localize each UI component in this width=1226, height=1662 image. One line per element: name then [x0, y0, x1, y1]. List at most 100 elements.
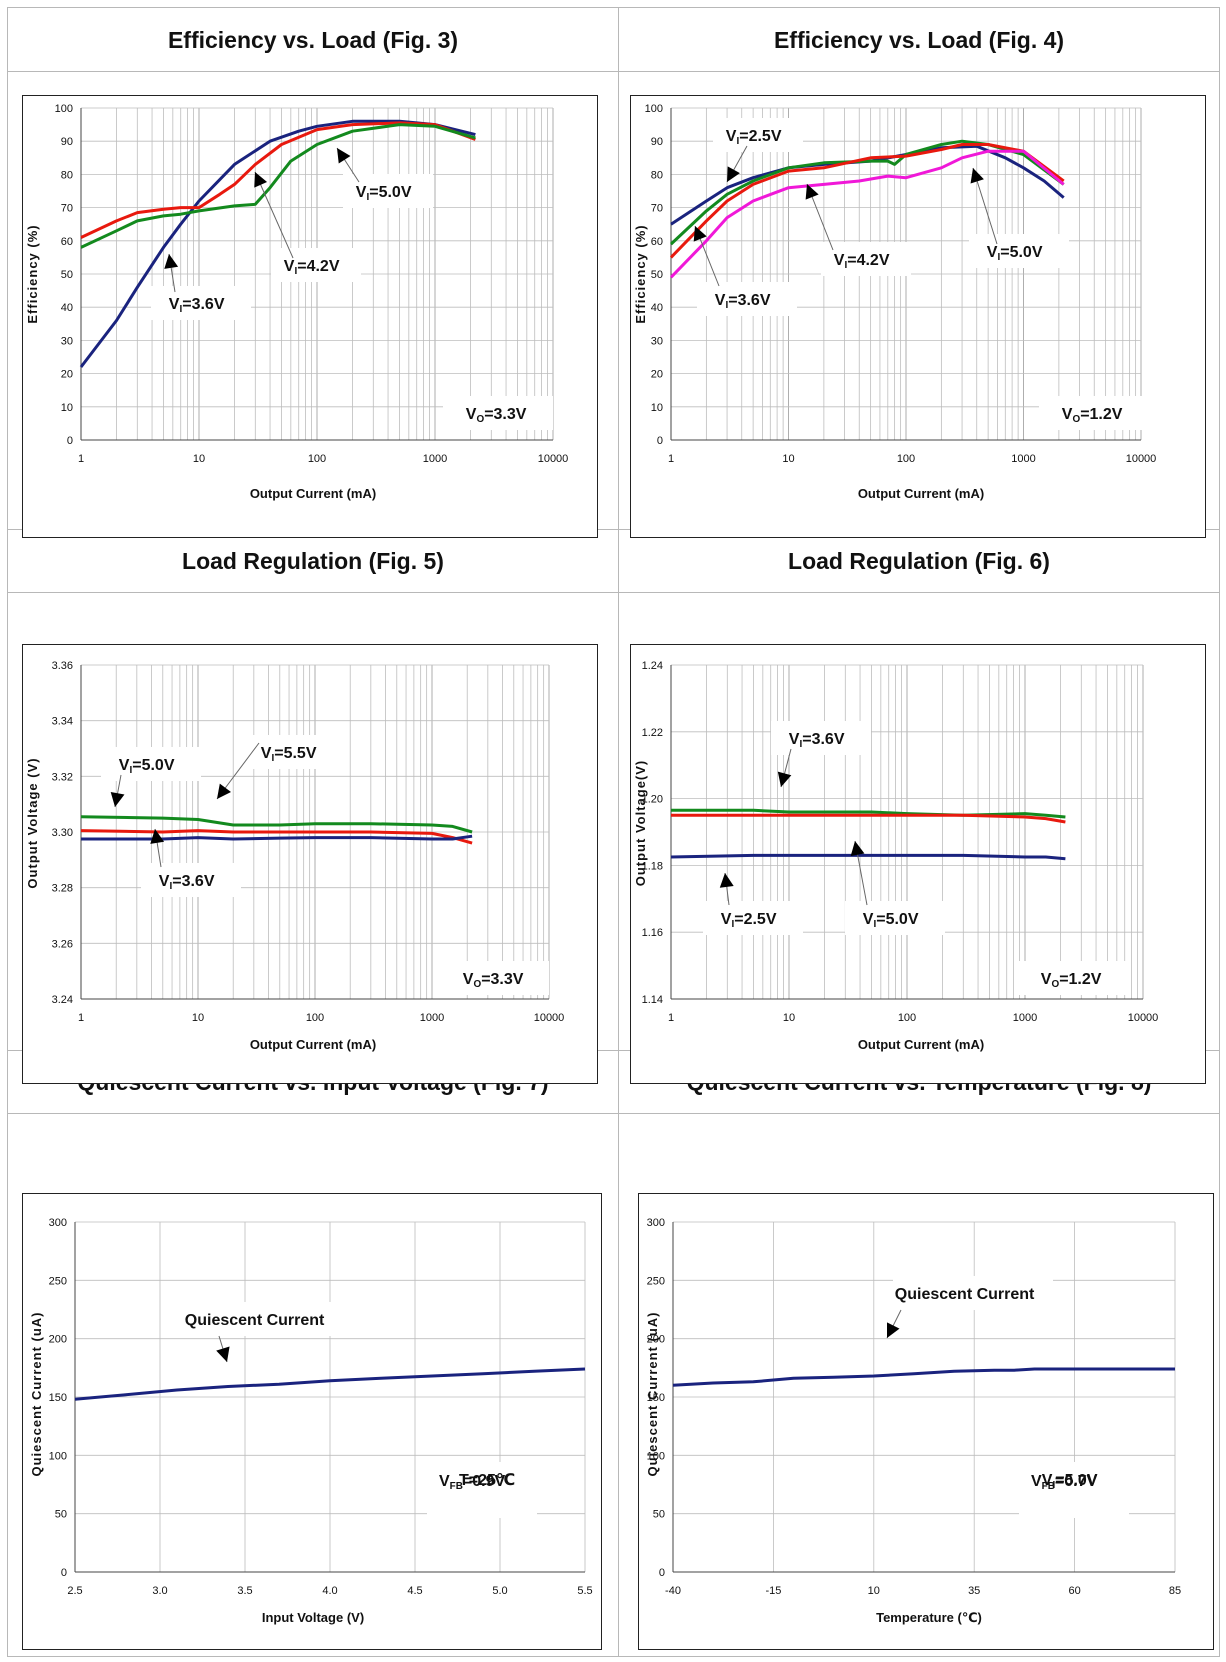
y-tick-label: 1.20: [642, 794, 663, 806]
annotation-arrowhead: [216, 1346, 230, 1362]
x-tick-label: 1: [78, 1012, 84, 1024]
annotation-arrowhead: [970, 168, 984, 184]
annotation-label: VI=2.5V: [726, 128, 782, 147]
y-tick-label: 70: [651, 203, 663, 215]
load-regulation-chart-fig5: 3.24 3.26 3.28 3.30 3.32 3.34 3.36 1 10 100 1000 10…: [25, 660, 565, 1052]
y-tick-label: 80: [61, 169, 73, 181]
annotation-box: [151, 286, 251, 320]
x-tick-label: 1000: [423, 453, 447, 465]
figure-title-5: Load Regulation (Fig. 5): [182, 547, 444, 574]
y-tick-label: 300: [647, 1217, 665, 1229]
y-tick-label: 40: [61, 302, 73, 314]
y-tick-label: 150: [647, 1392, 665, 1404]
x-tick-label: 4.5: [407, 1585, 422, 1597]
chart-panel-fig6: 1.14 1.16 1.18 1.20 1.22 1.24 1 10 100 1000 10000 O…: [630, 644, 1206, 1084]
y-tick-label: 1.14: [642, 994, 663, 1006]
annotation-box: [1019, 1462, 1129, 1518]
y-axis-label: Output Voltage (V): [25, 757, 40, 888]
chart-panel-fig7: 0 50 100 150 200 250 300 2.5 3.0 3.5 4.0 4.5 5.0 5.5 I…: [22, 1193, 602, 1650]
chart-panel-fig3: 0 10 20 30 40 50 60 70 80 90 100 1 10 100 1000 10000 Out…: [22, 95, 598, 538]
row-divider: [8, 71, 1219, 72]
x-tick-label: 1: [668, 1012, 674, 1024]
y-tick-label: 1.22: [642, 727, 663, 739]
annotation-arrow-line: [254, 171, 294, 259]
annotation-label: VI=5.0V: [863, 911, 919, 930]
annotation-arrowhead: [777, 771, 792, 787]
y-tick-label: 10: [651, 402, 663, 414]
chart-grid: [74, 1221, 586, 1573]
annotation-arrowhead: [887, 1322, 900, 1338]
y-tick-label: 3.30: [52, 827, 73, 839]
y-tick-label: 50: [55, 1509, 67, 1521]
y-axis-label: Efficiency (%): [633, 224, 648, 323]
x-tick-label: 100: [898, 1012, 916, 1024]
x-tick-label: 10000: [1126, 453, 1157, 465]
annotation-box: [697, 282, 797, 316]
annotation-arrowhead: [150, 829, 165, 844]
annotation-box: [703, 901, 803, 935]
y-tick-label: 300: [49, 1217, 67, 1229]
x-tick-label: 5.5: [577, 1585, 592, 1597]
figure-grid: [7, 7, 1220, 1657]
annotation-box: [969, 234, 1069, 268]
series-line-vi-3-6v: [671, 808, 1066, 819]
y-tick-label: 3.32: [52, 771, 73, 783]
x-tick-label: 10000: [538, 453, 569, 465]
x-tick-label: 10: [868, 1585, 880, 1597]
x-tick-label: 100: [897, 453, 915, 465]
y-tick-label: 1.18: [642, 860, 663, 872]
y-tick-label: 0: [657, 435, 663, 447]
chart-panel-fig4: 0 10 20 30 40 50 60 70 80 90 100 1 10 100 1000 10000 Out…: [630, 95, 1206, 538]
x-tick-label: 1: [78, 453, 84, 465]
x-tick-label: 60: [1068, 1585, 1080, 1597]
row-divider: [8, 1050, 1219, 1051]
x-axis-label: Output Current (mA): [858, 1037, 984, 1052]
series-line-quiescent-current: [74, 1367, 586, 1401]
annotation-box: [427, 1462, 537, 1518]
y-tick-label: 20: [651, 369, 663, 381]
annotation-arrowhead: [805, 184, 819, 200]
x-tick-label: 35: [968, 1585, 980, 1597]
y-tick-label: 100: [49, 1450, 67, 1462]
x-tick-label: 1000: [420, 1012, 444, 1024]
annotation-label: T=25℃: [459, 1472, 515, 1489]
annotation-label: VO=3.3V: [466, 406, 527, 425]
annotation-label: VI=5.0V: [356, 184, 412, 203]
series-line-vi-4-2v: [80, 121, 476, 239]
annotation-arrowhead: [110, 791, 125, 807]
y-tick-label: 90: [651, 136, 663, 148]
x-tick-label: 3.5: [237, 1585, 252, 1597]
y-axis-label: Output Voltage(V): [633, 760, 648, 887]
row-divider: [8, 529, 1219, 530]
annotation-label: VI=4.2V: [834, 252, 890, 271]
y-axis-label: Quiescent Current (uA): [645, 1311, 660, 1476]
y-tick-label: 1.16: [642, 927, 663, 939]
chart-panel-fig8: 0 50 100 150 200 250 300 -40 -15 10 35 60 85 Temperat…: [638, 1193, 1214, 1650]
y-tick-label: 40: [651, 302, 663, 314]
x-tick-label: 2.5: [67, 1585, 82, 1597]
annotation-box: [243, 735, 343, 769]
x-tick-label: 10000: [534, 1012, 565, 1024]
y-tick-label: 50: [653, 1509, 665, 1521]
y-tick-label: 3.34: [52, 716, 73, 728]
annotation-box: [443, 396, 553, 430]
load-regulation-chart-fig6: 1.14 1.16 1.18 1.20 1.22 1.24 1 10 100 1000 10000 O…: [633, 660, 1158, 1052]
y-tick-label: 50: [61, 269, 73, 281]
x-tick-label: 100: [306, 1012, 324, 1024]
x-axis-label: Temperature (℃): [876, 1610, 982, 1625]
x-tick-label: 5.0: [492, 1585, 507, 1597]
y-axis-label: Quiescent Current (uA): [29, 1311, 44, 1476]
y-tick-label: 3.28: [52, 883, 73, 895]
annotation-label: VI=5.0V: [1042, 1472, 1098, 1491]
quiescent-vs-voltage-chart-fig7: 0 50 100 150 200 250 300 2.5 3.0 3.5 4.0 4.5 5.0 5.5 I…: [29, 1217, 593, 1625]
y-tick-label: 90: [61, 136, 73, 148]
annotation-label: VI=4.2V: [284, 258, 340, 277]
y-tick-label: 100: [647, 1450, 665, 1462]
x-tick-label: 4.0: [322, 1585, 337, 1597]
x-tick-label: -15: [765, 1585, 781, 1597]
x-tick-label: 10: [782, 453, 794, 465]
x-axis-label: Output Current (mA): [250, 486, 376, 501]
row-divider: [8, 592, 1219, 593]
y-tick-label: 250: [647, 1275, 665, 1287]
x-tick-label: 85: [1169, 1585, 1181, 1597]
